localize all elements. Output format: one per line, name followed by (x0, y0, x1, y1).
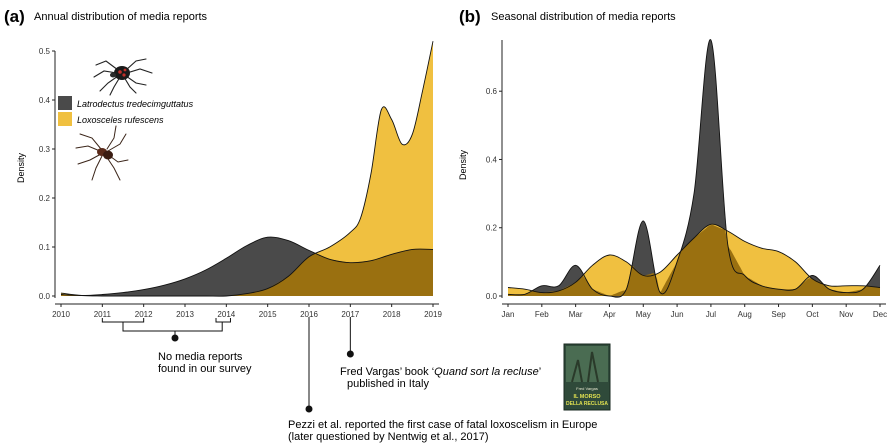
panel-b-x-tick-label: Mar (569, 310, 583, 319)
panel-a-y-tick-label: 0.4 (39, 96, 51, 105)
panel-b-y-tick-label: 0.4 (486, 155, 498, 164)
vargas-annotation-line-2: published in Italy (347, 378, 429, 390)
legend-swatch-loxosceles (58, 112, 72, 126)
panel-a-x-tick-label: 2015 (259, 310, 277, 319)
book-cover-title-2: DELLA RECLUSA (566, 401, 608, 407)
panel-a-x-tick-label: 2019 (424, 310, 442, 319)
panel-b-x-tick-label: Dec (873, 310, 887, 319)
panel-b-x-tick-label: Sep (771, 310, 786, 319)
panel-b-x-tick-label: Jan (502, 310, 515, 319)
book-cover-picture: Fred Vargas IL MORSO DELLA RECLUSA (563, 343, 611, 411)
panel-a-x-tick-label: 2010 (52, 310, 70, 319)
panel-a-y-tick-label: 0.1 (39, 243, 51, 252)
panel-b-x-tick-label: Aug (738, 310, 752, 319)
panel-a-y-tick-label: 0.2 (39, 194, 51, 203)
panel-a-y-tick-label: 0.5 (39, 47, 51, 56)
pezzi-annotation-line-2: (later questioned by Nentwig et al., 201… (288, 431, 489, 443)
panel-b-x-tick-label: Feb (535, 310, 549, 319)
panel-b-letter: (b) (459, 7, 481, 26)
recluse-spider-picture (75, 125, 129, 181)
panel-a-x-tick-label: 2014 (217, 310, 235, 319)
panel-b-line-loxosceles (507, 223, 881, 294)
panel-b-title: Seasonal distribution of media reports (491, 11, 676, 23)
panel-b-y-tick-label: 0.6 (486, 87, 498, 96)
panel-a-x-tick-label: 2017 (341, 310, 359, 319)
panel-a-title: Annual distribution of media reports (34, 11, 208, 23)
panel-a-x-tick-label: 2016 (300, 310, 318, 319)
panel-b-x-tick-label: Apr (603, 310, 616, 319)
pezzi-annotation-line-1: Pezzi et al. reported the first case of … (288, 419, 597, 431)
panel-a-y-tick-label: 0.0 (39, 292, 51, 301)
panel-b-y-tick-label: 0.2 (486, 224, 498, 233)
legend-swatch-latrodectus (58, 96, 72, 110)
panel-a-ylabel: Density (16, 152, 26, 183)
vargas-line-1-pre: Fred Vargas’ book ‘ (340, 366, 434, 378)
vargas-book-title: Quand sort la recluse (434, 366, 539, 378)
book-cover-author: Fred Vargas (576, 386, 598, 391)
panel-a-axes: 0.0 0.1 0.2 0.3 0.4 0.5 2010 2011 2012 2013 2014 20… (39, 47, 443, 319)
panel-a-letter: (a) (4, 7, 25, 26)
bracket-join (122, 322, 223, 332)
panel-b: (b) Seasonal distribution of media repor… (458, 7, 887, 319)
legend-label-loxosceles: Loxosceles rufescens (77, 115, 164, 125)
book-cover-title-1: IL MORSO (573, 394, 601, 400)
panel-a-x-tick-label: 2012 (135, 310, 153, 319)
vargas-annotation-line-1: Fred Vargas’ book ‘Quand sort la recluse… (340, 366, 541, 378)
panel-b-area-overlap (508, 224, 880, 296)
panel-a-area-overlap (61, 249, 433, 296)
panel-b-line-latrodectus (507, 39, 881, 298)
panel-a-x-tick-label: 2011 (94, 310, 112, 319)
panel-b-x-tick-label: Jul (706, 310, 716, 319)
panel-b-x-tick-label: May (636, 310, 651, 319)
panel-a-x-tick-label: 2013 (176, 310, 194, 319)
gap-annotation-line-2: found in our survey (158, 363, 252, 375)
panel-b-axes: 0.0 0.2 0.4 0.6 Jan Feb Mar Apr May Jun Jul Aug Sep O… (486, 40, 887, 319)
vargas-dot (346, 350, 354, 358)
legend-label-latrodectus: Latrodectus tredecimguttatus (77, 99, 194, 109)
panel-a-line-loxosceles (60, 41, 434, 297)
panel-a-legend: Latrodectus tredecimguttatus Loxosceles … (58, 96, 194, 126)
pezzi-dot (305, 405, 313, 413)
panel-a-x-tick-label: 2018 (383, 310, 401, 319)
panel-b-density-areas (507, 39, 881, 298)
panel-a-line-latrodectus (60, 236, 434, 296)
panel-a: (a) Annual distribution of media reports… (4, 7, 611, 443)
panel-a-y-tick-label: 0.3 (39, 145, 51, 154)
panel-a-density-areas (60, 41, 434, 297)
panel-b-y-tick-label: 0.0 (486, 292, 498, 301)
panel-b-x-tick-label: Jun (671, 310, 684, 319)
vargas-marker (346, 317, 354, 358)
black-widow-spider-picture (93, 58, 153, 96)
no-reports-bracket (101, 318, 231, 342)
bracket-dot (171, 334, 179, 342)
panel-b-x-tick-label: Nov (839, 310, 853, 319)
pezzi-marker (305, 317, 313, 413)
bracket-right (215, 318, 231, 323)
panel-b-ylabel: Density (458, 149, 468, 180)
panel-b-x-tick-label: Oct (806, 310, 819, 319)
vargas-line-1-post: ’ (539, 366, 541, 378)
gap-annotation-line-1: No media reports (158, 351, 243, 363)
